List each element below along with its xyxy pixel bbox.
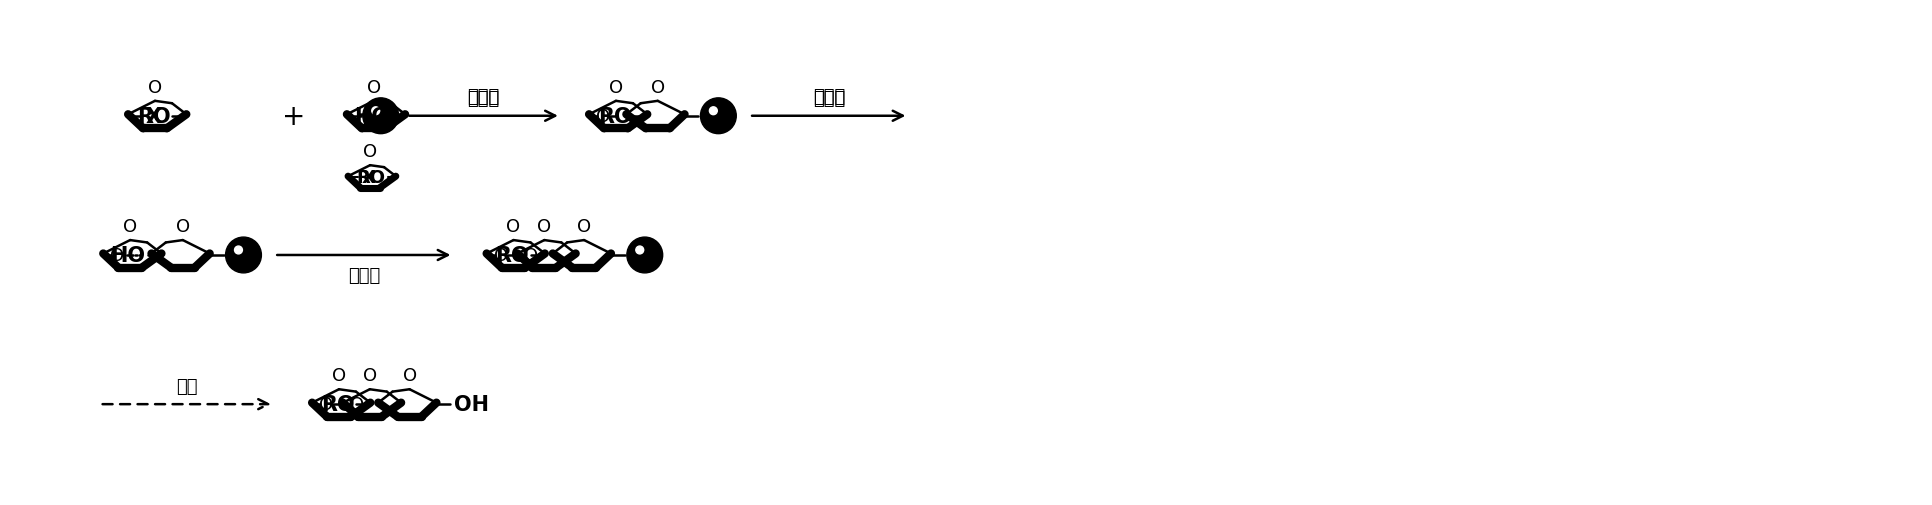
Text: O: O: [595, 108, 611, 126]
Circle shape: [363, 98, 398, 134]
Text: HO: HO: [354, 107, 388, 126]
Text: 促进剂: 促进剂: [348, 266, 381, 284]
Text: O: O: [363, 143, 377, 161]
Text: O: O: [578, 218, 591, 236]
Text: X: X: [361, 169, 377, 187]
Text: RO: RO: [357, 169, 386, 187]
Text: O: O: [149, 79, 162, 96]
Text: O: O: [332, 367, 346, 384]
Text: O: O: [367, 79, 381, 96]
Text: O: O: [609, 79, 622, 96]
Text: OH: OH: [454, 394, 489, 414]
Text: RO: RO: [495, 245, 529, 266]
Text: 脱保护: 脱保护: [813, 88, 844, 106]
Text: O: O: [124, 218, 137, 236]
Text: O: O: [319, 395, 332, 413]
Text: X: X: [147, 107, 162, 126]
Text: RO: RO: [597, 107, 632, 126]
Text: O: O: [176, 218, 189, 236]
Text: O: O: [110, 246, 124, 265]
Text: 促进剂: 促进剂: [468, 88, 500, 106]
Circle shape: [636, 246, 643, 255]
Text: O: O: [506, 218, 520, 236]
Text: 切断: 切断: [176, 378, 197, 395]
Text: 促进剂: 促进剂: [468, 90, 500, 108]
Text: RO: RO: [321, 394, 354, 414]
Circle shape: [709, 108, 717, 116]
Text: +: +: [282, 103, 305, 130]
Text: O: O: [524, 246, 539, 265]
Circle shape: [371, 108, 381, 116]
Text: RO: RO: [137, 107, 170, 126]
Text: O: O: [350, 395, 363, 413]
Text: O: O: [402, 367, 417, 384]
Text: HO: HO: [110, 245, 145, 266]
Text: O: O: [493, 246, 508, 265]
Text: O: O: [363, 367, 377, 384]
Circle shape: [626, 238, 663, 273]
Text: O: O: [651, 79, 665, 96]
Text: 脱保护: 脱保护: [813, 90, 844, 108]
Circle shape: [234, 246, 242, 255]
Circle shape: [226, 238, 261, 273]
Circle shape: [701, 98, 736, 134]
Text: O: O: [537, 218, 551, 236]
